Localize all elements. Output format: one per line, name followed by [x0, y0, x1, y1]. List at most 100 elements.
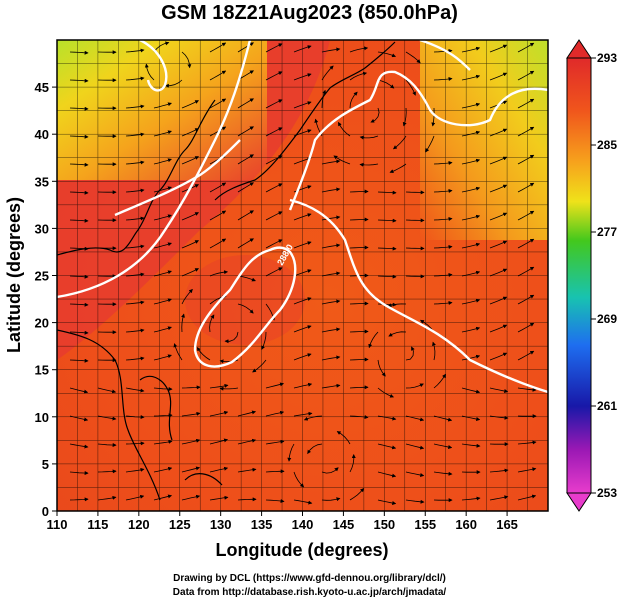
streamline [461, 298, 481, 305]
streamline [303, 415, 323, 421]
streamline [405, 415, 425, 422]
streamline [164, 79, 183, 88]
streamline [265, 183, 283, 193]
credit-data-source: Data from http://database.rish.kyoto-u.a… [172, 587, 447, 598]
streamline [433, 272, 453, 277]
streamline [237, 126, 254, 137]
streamline [69, 358, 89, 363]
streamline [377, 415, 397, 421]
streamline [265, 410, 285, 417]
streamline [321, 215, 341, 221]
colorbar-bottom-arrow [566, 492, 592, 512]
streamline [461, 496, 481, 501]
streamline [153, 298, 172, 305]
streamline [261, 331, 267, 350]
streamline [125, 467, 145, 473]
streamline [196, 346, 211, 361]
streamline [181, 268, 199, 277]
streamline [405, 346, 415, 361]
streamline [125, 160, 145, 165]
streamline [489, 72, 508, 81]
streamline [209, 438, 229, 445]
x-tick-label: 130 [210, 517, 232, 532]
streamline [377, 387, 395, 398]
streamline [181, 128, 199, 137]
streamline [153, 158, 172, 165]
streamline [69, 302, 89, 307]
streamline [489, 468, 509, 473]
colorbar-tick-label: 261 [597, 399, 617, 413]
streamline [237, 438, 257, 445]
map-plot-area: 288.0 [57, 40, 548, 511]
streamline [265, 211, 283, 221]
streamline [181, 313, 185, 333]
streamline [377, 51, 397, 58]
streamline [517, 387, 537, 392]
x-tick-label: 155 [414, 517, 436, 532]
streamline [433, 188, 453, 193]
streamline [153, 270, 172, 277]
streamline [69, 443, 89, 449]
streamline [338, 121, 351, 137]
streamline [293, 213, 312, 221]
streamline [181, 385, 201, 390]
streamline [69, 274, 89, 279]
streamline [321, 47, 341, 53]
streamline [321, 383, 341, 389]
latitude-axis: 0 5 10 15 20 25 30 35 40 45 [35, 80, 57, 519]
streamline [377, 274, 397, 279]
streamline [125, 272, 145, 277]
streamline [125, 216, 145, 221]
streamline [461, 214, 481, 221]
streamline [405, 471, 425, 477]
credit-drawing: Drawing by DCL (https://www.gfd-dennou.o… [173, 573, 446, 584]
streamline [265, 155, 283, 165]
streamline [97, 495, 117, 501]
streamline [517, 154, 535, 165]
y-tick-label: 40 [35, 127, 49, 142]
streamline [349, 71, 368, 81]
streamline [265, 382, 285, 389]
x-tick-label: 120 [128, 517, 150, 532]
streamline [321, 497, 341, 502]
streamline [209, 210, 227, 221]
streamline [517, 322, 535, 333]
streamline [377, 79, 395, 89]
streamline [489, 352, 508, 361]
streamline [377, 218, 397, 223]
streamline [125, 244, 145, 249]
streamline [349, 217, 369, 222]
y-axis-label: Latitude (degrees) [4, 197, 24, 353]
streamline [97, 387, 117, 394]
streamline [97, 469, 117, 474]
streamline [517, 467, 537, 473]
streamline [293, 411, 313, 417]
streamline [69, 78, 89, 83]
streamline [293, 471, 305, 488]
streamline [517, 42, 535, 53]
streamline [97, 443, 117, 448]
streamline [237, 98, 254, 109]
x-axis-label: Longitude (degrees) [215, 540, 388, 560]
x-tick-label: 150 [373, 517, 395, 532]
streamline [265, 127, 283, 137]
streamline [209, 410, 229, 417]
streamline [402, 107, 407, 127]
streamline [433, 48, 453, 53]
x-tick-label: 115 [87, 517, 108, 532]
streamline [125, 300, 145, 305]
streamline [69, 330, 89, 335]
colorbar-body [566, 57, 592, 494]
streamline [517, 266, 535, 277]
streamline [321, 187, 341, 193]
streamline [433, 471, 453, 476]
streamline [461, 158, 481, 165]
y-tick-label: 0 [42, 504, 49, 519]
streamline [237, 154, 254, 165]
streamline [237, 210, 254, 221]
streamline [209, 383, 229, 389]
streamline [333, 155, 351, 165]
streamline [69, 162, 89, 167]
streamline [461, 74, 481, 81]
streamline [181, 156, 199, 165]
